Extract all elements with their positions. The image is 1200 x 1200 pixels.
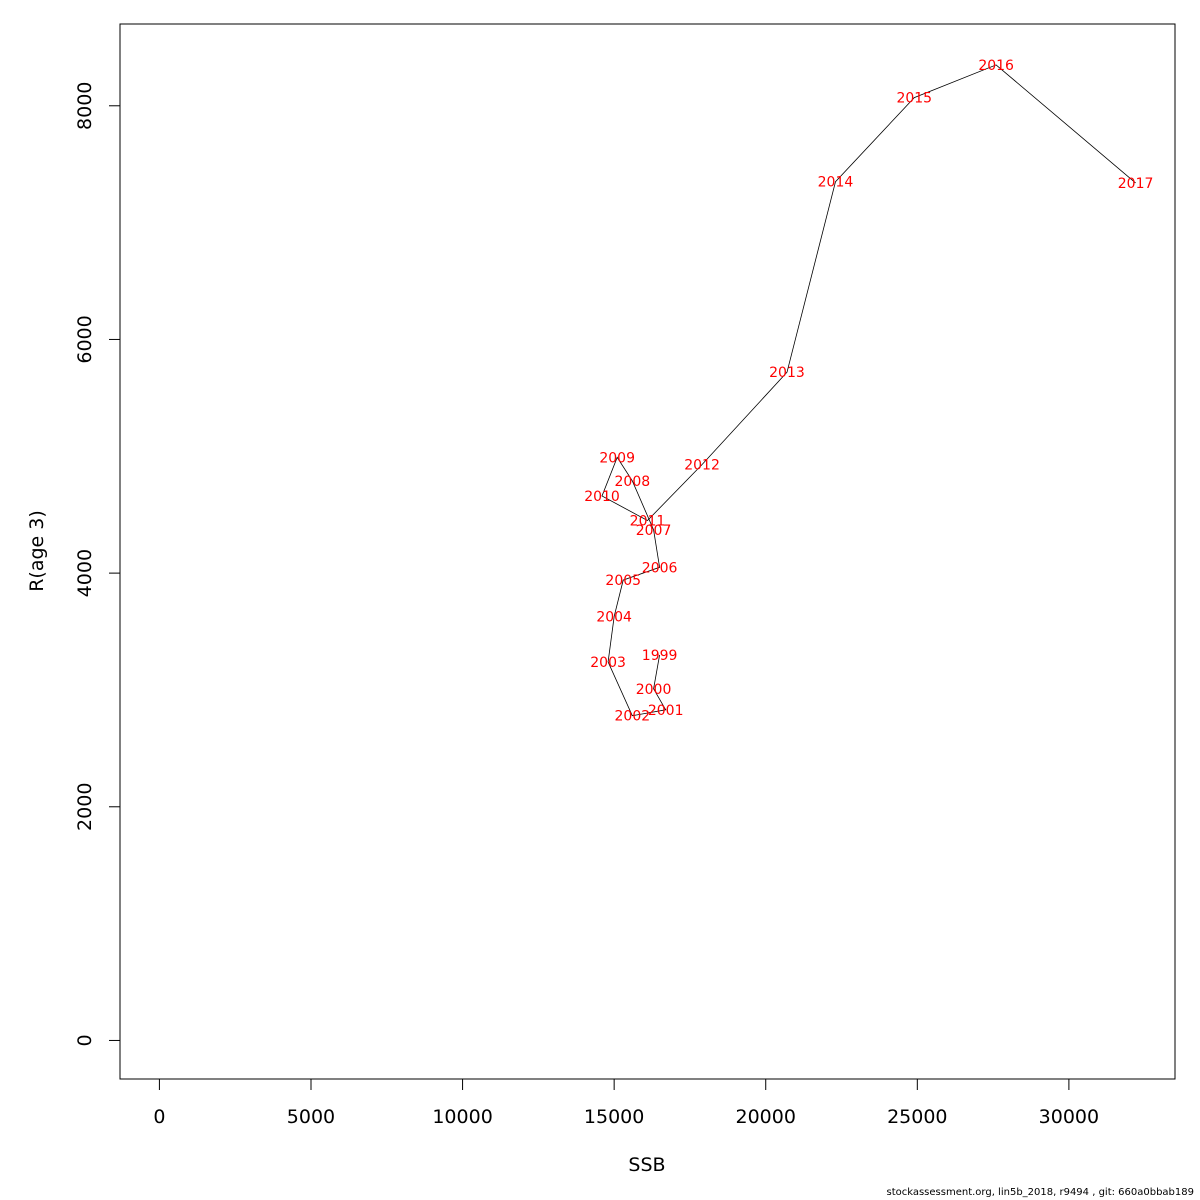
year-label-2006: 2006 xyxy=(642,560,678,576)
y-tick-label: 4000 xyxy=(74,549,96,597)
y-tick-label: 6000 xyxy=(74,315,96,363)
year-label-2007: 2007 xyxy=(636,523,672,539)
y-axis-label: R(age 3) xyxy=(26,510,48,592)
series-line xyxy=(601,64,1136,717)
year-label-2017: 2017 xyxy=(1118,176,1154,192)
y-axis: 0 2000 4000 6000 8000 xyxy=(74,82,121,1046)
year-label-2001: 2001 xyxy=(648,703,684,719)
y-tick-label: 8000 xyxy=(74,82,96,130)
year-label-2012: 2012 xyxy=(684,457,720,473)
year-label-2002: 2002 xyxy=(615,709,651,725)
footer-credit: stockassessment.org, lin5b_2018, r9494 ,… xyxy=(886,1187,1194,1198)
stock-recruitment-line xyxy=(601,64,1136,717)
x-tick-label: 30000 xyxy=(1039,1106,1099,1128)
x-axis: 0 5000 10000 15000 20000 25000 30000 xyxy=(153,1078,1099,1128)
year-label-2015: 2015 xyxy=(896,91,932,107)
year-label-2013: 2013 xyxy=(769,365,805,381)
year-label-2010: 2010 xyxy=(584,489,620,505)
x-tick-label: 0 xyxy=(153,1106,165,1128)
x-tick-label: 10000 xyxy=(432,1106,492,1128)
x-tick-label: 15000 xyxy=(584,1106,644,1128)
plot-frame xyxy=(119,23,1176,1080)
y-tick-label: 2000 xyxy=(74,783,96,831)
year-label-2005: 2005 xyxy=(605,573,641,589)
year-label-2016: 2016 xyxy=(978,58,1014,74)
year-label-2003: 2003 xyxy=(590,655,626,671)
x-tick-label: 20000 xyxy=(736,1106,796,1128)
year-label-2009: 2009 xyxy=(599,450,635,466)
x-tick-label: 5000 xyxy=(287,1106,335,1128)
y-tick-label: 0 xyxy=(74,1034,96,1046)
year-label-2000: 2000 xyxy=(636,682,672,698)
year-label-2008: 2008 xyxy=(615,474,651,490)
point-labels: 1999200020012002200320042005200620072008… xyxy=(584,58,1153,725)
year-label-2014: 2014 xyxy=(818,175,854,191)
year-label-2011: 2011 xyxy=(630,514,666,530)
year-label-1999: 1999 xyxy=(642,648,678,664)
year-label-2004: 2004 xyxy=(596,609,632,625)
x-tick-label: 25000 xyxy=(887,1106,947,1128)
x-axis-label: SSB xyxy=(628,1154,665,1176)
